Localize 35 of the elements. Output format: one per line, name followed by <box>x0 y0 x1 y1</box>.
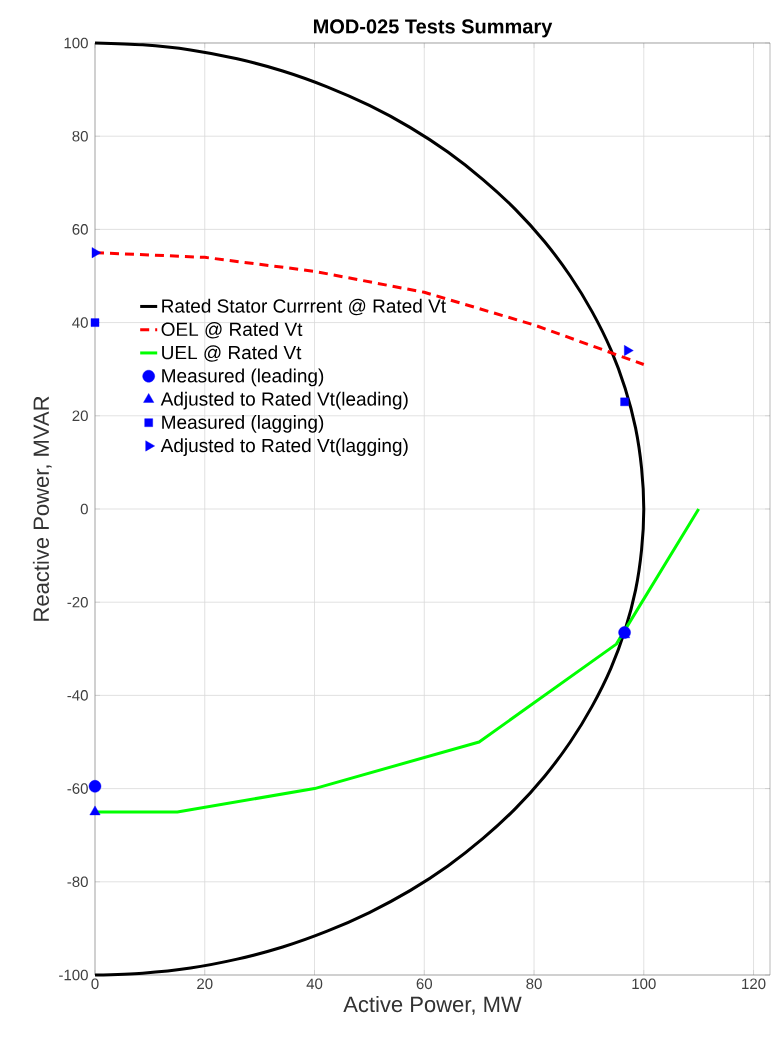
y-tick-label: -60 <box>67 783 88 794</box>
x-tick-label: 120 <box>742 978 766 990</box>
y-tick-label: -20 <box>67 596 88 608</box>
legend-label: UEL @ Rated Vt <box>162 345 302 362</box>
x-tick-label: 40 <box>306 978 323 990</box>
point <box>90 318 100 327</box>
y-tick-label: 20 <box>72 410 88 422</box>
y-tick-label: 40 <box>72 317 88 328</box>
legend-label: Rated Stator Currrent @ Rated Vt <box>162 298 446 316</box>
line-series <box>93 41 646 977</box>
point <box>624 345 634 356</box>
y-axis-title: Reactive Power, MVAR <box>32 396 52 621</box>
x-tick-label: 100 <box>632 978 656 990</box>
point <box>89 805 101 816</box>
y-tick-label: 60 <box>72 224 88 235</box>
y-tick-label: 0 <box>80 503 88 515</box>
x-tick-label: 80 <box>526 978 542 990</box>
y-tick-label: 100 <box>64 37 88 49</box>
legend-label: Adjusted to Rated Vt(lagging) <box>160 438 408 457</box>
x-tick-label: 0 <box>91 978 99 990</box>
point <box>88 780 102 793</box>
point <box>620 397 629 407</box>
y-tick-label: -40 <box>67 690 88 701</box>
y-tick-label: -100 <box>59 969 88 981</box>
legend-label: OEL @ Rated Vt <box>161 322 303 339</box>
chart-title: MOD-025 Tests Summary <box>313 19 553 38</box>
x-axis-title: Active Power, MW <box>343 995 522 1015</box>
y-tick-label: -80 <box>67 876 88 888</box>
x-tick-label: 60 <box>416 978 433 990</box>
x-tick-label: 20 <box>197 978 213 990</box>
legend-label: Adjusted to Rated Vt(leading) <box>160 391 408 410</box>
point <box>91 247 102 259</box>
legend-label: Measured (leading) <box>162 368 324 387</box>
y-tick-label: 80 <box>72 130 88 142</box>
legend-label: Measured (lagging) <box>162 415 324 433</box>
